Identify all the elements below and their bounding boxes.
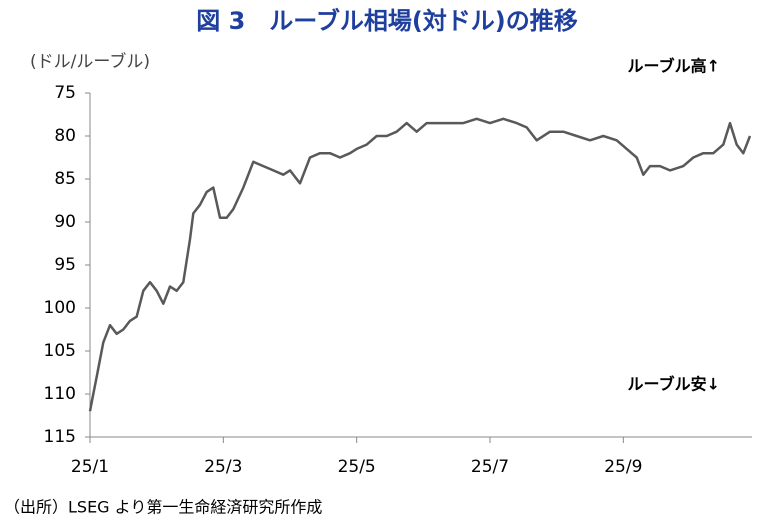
x-tick-label: 25/5: [338, 457, 376, 477]
chart-title: 図 3 ルーブル相場(対ドル)の推移: [196, 7, 578, 35]
y-tick-label: 75: [54, 83, 76, 103]
y-tick-label: 105: [44, 341, 76, 361]
annotation: ルーブル高↑: [628, 57, 720, 76]
y-tick-label: 110: [44, 384, 76, 404]
x-tick-label: 25/9: [604, 457, 642, 477]
y-tick-label: 90: [54, 212, 76, 232]
y-tick-label: 95: [54, 255, 76, 275]
annotation: ルーブル安↓: [628, 375, 720, 394]
y-tick-label: 85: [54, 169, 76, 189]
x-tick-label: 25/3: [204, 457, 242, 477]
source: （出所）LSEG より第一生命経済研究所作成: [4, 498, 322, 517]
rate-line: [88, 117, 752, 412]
x-tick-label: 25/1: [71, 457, 109, 477]
y-tick-label: 115: [44, 427, 76, 447]
y-tick-label: 80: [54, 126, 76, 146]
y-axis-label: (ドル/ルーブル): [30, 51, 150, 72]
y-tick-label: 100: [44, 298, 76, 318]
x-tick-label: 25/7: [471, 457, 509, 477]
